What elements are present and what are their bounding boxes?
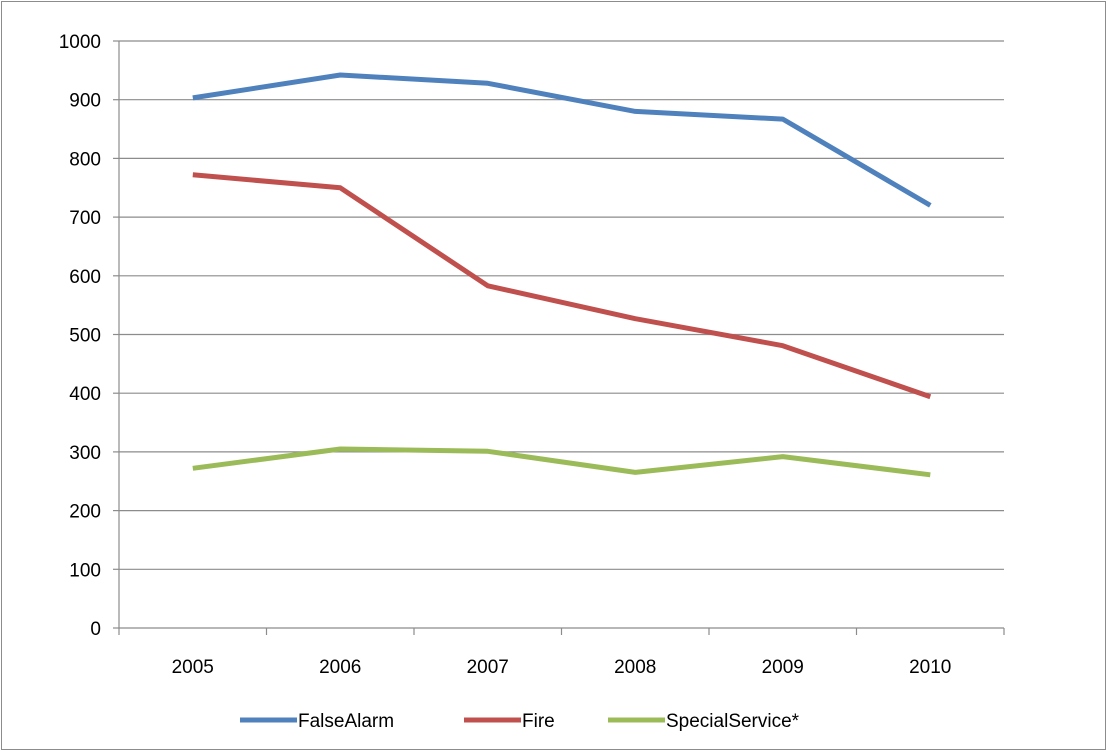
x-tick-label: 2006: [319, 657, 361, 678]
y-axis-tick-labels: 0 100 200 300 400 500 600 700 800 900 1000: [59, 32, 101, 640]
series-line-fire: [192, 172, 932, 400]
y-tick-label: 400: [69, 384, 101, 405]
series-lines: [192, 72, 932, 478]
legend-label: FalseAlarm: [298, 711, 394, 732]
x-tick-label: 2008: [614, 657, 656, 678]
y-tick-label: 500: [69, 326, 101, 347]
y-tick-label: 600: [69, 267, 101, 288]
x-tick-label: 2010: [909, 657, 951, 678]
y-tick-label: 1000: [59, 32, 101, 53]
y-tick-label: 100: [69, 560, 101, 581]
legend-label: SpecialService*: [666, 711, 800, 732]
series-line-specialservice-: [192, 446, 931, 478]
y-tick-label: 800: [69, 149, 101, 170]
y-tick-label: 300: [69, 443, 101, 464]
gridlines: [119, 40, 1004, 570]
legend: FalseAlarm Fire SpecialService*: [240, 711, 800, 732]
x-tick-label: 2005: [172, 657, 214, 678]
x-tick-label: 2007: [467, 657, 509, 678]
series-line-falsealarm: [192, 72, 932, 208]
y-tick-label: 0: [90, 619, 101, 640]
x-axis-tick-labels: 2005 2006 2007 2008 2009 2010: [172, 657, 952, 678]
y-tick-label: 200: [69, 502, 101, 523]
legend-label: Fire: [522, 711, 555, 732]
y-tick-label: 700: [69, 208, 101, 229]
x-tick-label: 2009: [762, 657, 804, 678]
axes: [113, 40, 1005, 635]
y-tick-label: 900: [69, 91, 101, 112]
